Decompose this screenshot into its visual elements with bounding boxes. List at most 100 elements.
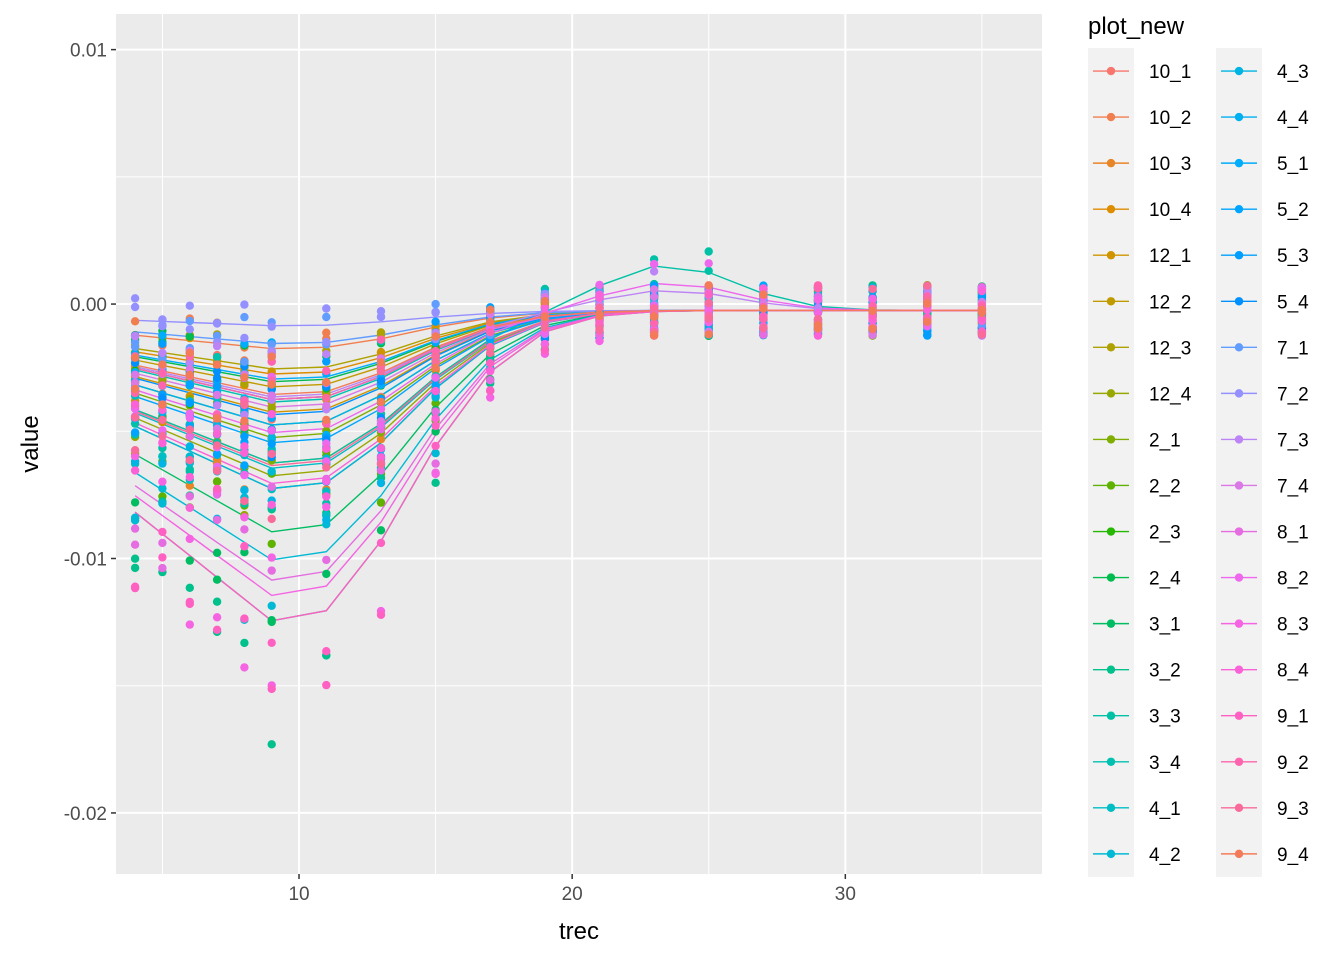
series-point-4_3 bbox=[240, 486, 249, 495]
legend-item-5_4: 5_4 bbox=[1221, 292, 1309, 313]
series-point-9_3 bbox=[376, 367, 386, 376]
series-point-8_4 bbox=[486, 366, 495, 375]
series-point-3_1 bbox=[240, 548, 249, 557]
legend-key-column bbox=[1088, 48, 1134, 877]
series-point-9_4 bbox=[376, 358, 386, 367]
legend-key-point bbox=[1234, 251, 1244, 260]
series-point-8_4 bbox=[376, 453, 386, 462]
legend-item-4_3: 4_3 bbox=[1221, 62, 1309, 83]
series-point-5_3 bbox=[185, 398, 194, 408]
legend-item-4_2: 4_2 bbox=[1093, 845, 1181, 866]
series-point-8_2 bbox=[158, 426, 167, 435]
legend-item-7_3: 7_3 bbox=[1221, 430, 1309, 451]
legend-key-point bbox=[1106, 204, 1116, 214]
legend-item-10_1: 10_1 bbox=[1093, 62, 1191, 83]
series-point-5_3 bbox=[322, 357, 331, 366]
series-point-3_1 bbox=[212, 548, 222, 557]
legend-key-point bbox=[1234, 435, 1244, 444]
series-point-3_4 bbox=[212, 352, 222, 362]
series-point-9_1 bbox=[704, 290, 713, 299]
legend-item-12_1: 12_1 bbox=[1093, 246, 1191, 267]
legend-key-column bbox=[1216, 48, 1262, 877]
series-point-5_3 bbox=[267, 439, 276, 449]
series-point-10_3 bbox=[185, 481, 194, 490]
series-point-5_4 bbox=[212, 367, 222, 376]
series-point-9_4 bbox=[649, 331, 659, 340]
series-point-9_4 bbox=[431, 363, 440, 373]
series-point-7_2 bbox=[322, 304, 331, 313]
series-point-9_1 bbox=[486, 359, 495, 368]
legend-label: 10_2 bbox=[1149, 108, 1191, 129]
series-point-8_4 bbox=[130, 400, 140, 409]
series-point-7_1 bbox=[267, 340, 276, 349]
series-point-8_2 bbox=[322, 457, 331, 466]
series-point-9_1 bbox=[158, 553, 167, 562]
series-point-9_1 bbox=[240, 614, 249, 623]
series-point-8_2 bbox=[376, 420, 386, 430]
legend-label: 2_3 bbox=[1149, 523, 1181, 544]
legend-label: 12_4 bbox=[1149, 384, 1192, 405]
legend-key-point bbox=[1234, 481, 1244, 490]
series-point-9_1 bbox=[240, 542, 249, 551]
series-point-9_3 bbox=[130, 446, 140, 455]
series-point-9_4 bbox=[704, 330, 713, 339]
series-point-9_1 bbox=[376, 538, 386, 548]
series-point-7_1 bbox=[322, 312, 331, 322]
series-point-9_4 bbox=[185, 348, 194, 357]
series-point-9_1 bbox=[212, 484, 222, 494]
series-point-9_2 bbox=[759, 314, 768, 324]
series-point-4_2 bbox=[267, 467, 276, 476]
series-point-7_1 bbox=[212, 331, 222, 340]
legend-label: 7_2 bbox=[1277, 384, 1309, 405]
legend-label: 12_1 bbox=[1149, 246, 1191, 267]
legend-label: 10_4 bbox=[1149, 200, 1192, 221]
series-point-5_3 bbox=[431, 317, 440, 326]
series-point-9_3 bbox=[595, 324, 604, 334]
series-point-9_3 bbox=[649, 304, 659, 313]
series-point-8_3 bbox=[813, 308, 823, 318]
series-point-9_4 bbox=[185, 370, 194, 379]
legend-item-10_4: 10_4 bbox=[1093, 200, 1192, 221]
legend-item-12_2: 12_2 bbox=[1093, 292, 1191, 313]
series-point-7_3 bbox=[649, 267, 659, 276]
series-point-9_4 bbox=[704, 281, 713, 290]
legend-key-point bbox=[1234, 849, 1244, 859]
series-point-4_1 bbox=[158, 452, 167, 461]
legend: 10_1 10_2 10_3 10_4 12_1 12_2 12_3 12_4 2_1 2_2 2_… bbox=[1088, 48, 1309, 877]
series-point-8_1 bbox=[130, 524, 140, 533]
series-point-8_4 bbox=[759, 284, 768, 293]
series-point-5_3 bbox=[212, 382, 222, 391]
series-point-8_3 bbox=[240, 663, 249, 672]
legend-key-point bbox=[1106, 158, 1116, 168]
legend-label: 9_2 bbox=[1277, 753, 1309, 774]
series-point-9_4 bbox=[322, 378, 331, 387]
series-point-9_3 bbox=[704, 298, 713, 308]
legend-label: 4_1 bbox=[1149, 799, 1181, 820]
series-point-8_1 bbox=[431, 459, 440, 468]
series-point-8_3 bbox=[130, 452, 140, 461]
series-point-9_4 bbox=[158, 360, 167, 369]
series-point-8_3 bbox=[240, 513, 249, 522]
series-point-5_1 bbox=[240, 339, 249, 348]
legend-label: 3_1 bbox=[1149, 615, 1181, 636]
series-point-3_2 bbox=[130, 554, 140, 563]
series-point-7_2 bbox=[185, 301, 194, 310]
series-point-3_3 bbox=[704, 266, 713, 275]
series-point-7_1 bbox=[240, 357, 249, 366]
series-point-7_1 bbox=[431, 299, 440, 309]
series-point-9_3 bbox=[212, 441, 222, 450]
series-point-7_3 bbox=[158, 348, 167, 358]
legend-key-point bbox=[1106, 665, 1116, 674]
legend-label: 4_3 bbox=[1277, 62, 1309, 83]
series-point-9_4 bbox=[813, 320, 823, 330]
legend-key-point bbox=[1106, 389, 1116, 398]
series-point-7_2 bbox=[158, 322, 167, 331]
series-point-7_3 bbox=[185, 358, 194, 367]
series-point-7_2 bbox=[130, 294, 140, 303]
x-axis-title: trec bbox=[559, 918, 599, 945]
series-point-8_3 bbox=[212, 613, 222, 622]
series-point-7_2 bbox=[240, 333, 249, 343]
series-point-9_1 bbox=[185, 597, 194, 607]
legend-key-point bbox=[1234, 757, 1244, 766]
legend-key-point bbox=[1106, 66, 1116, 76]
